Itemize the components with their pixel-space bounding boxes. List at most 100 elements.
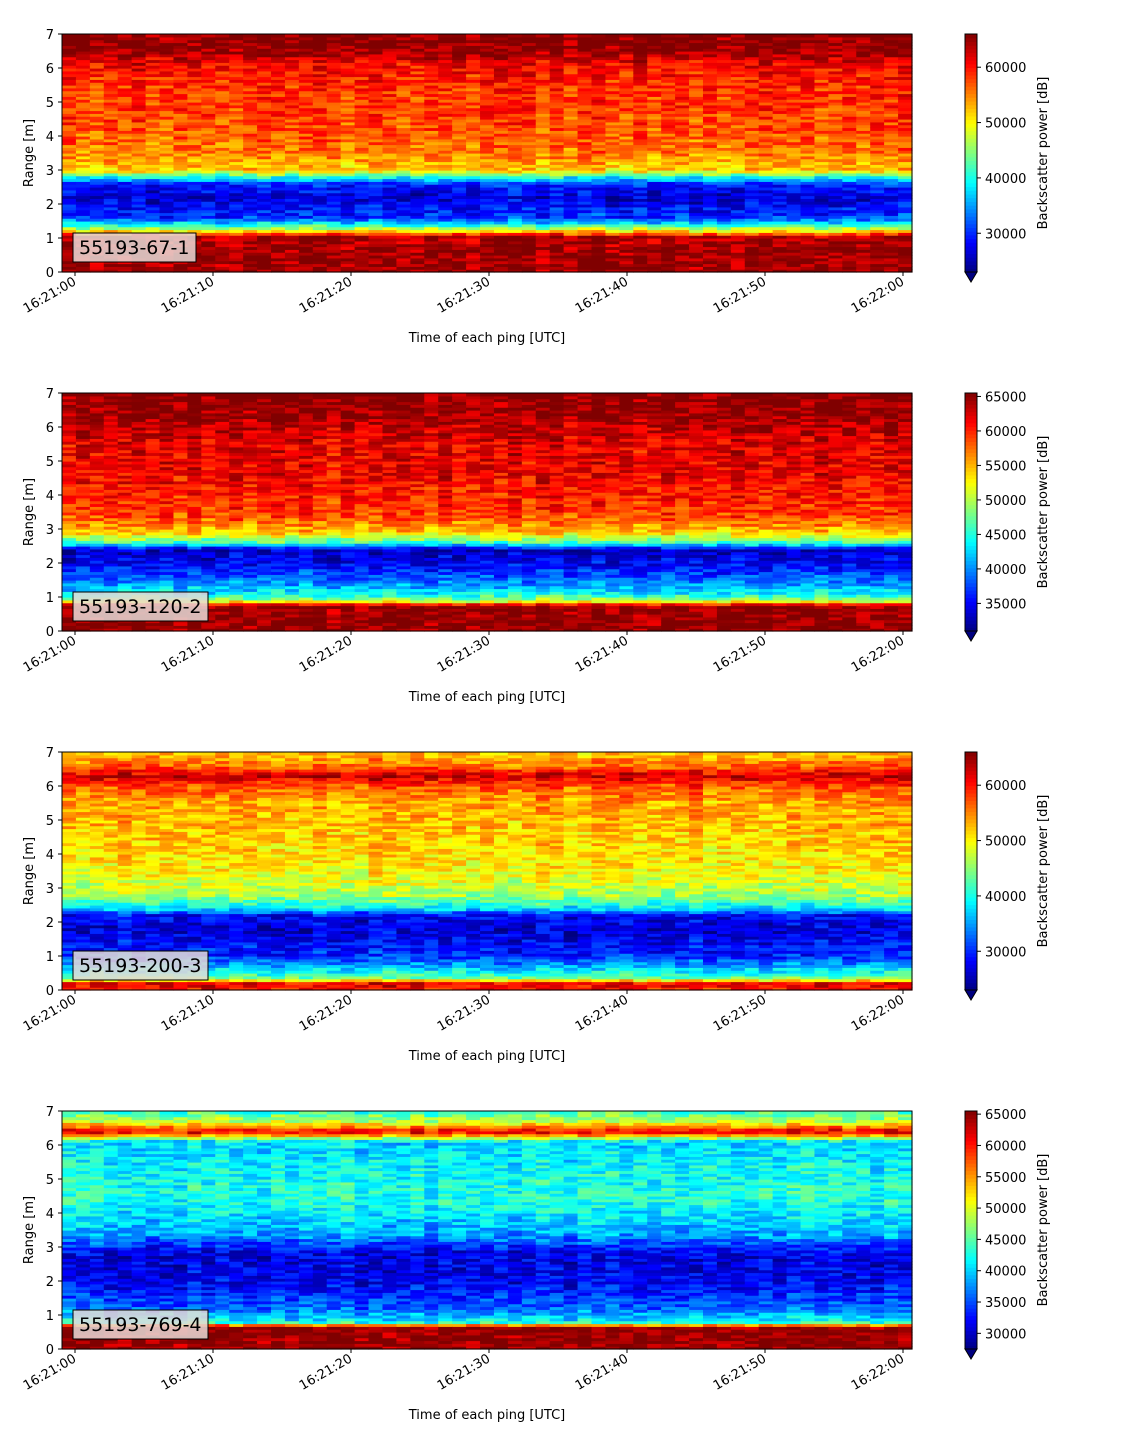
- echogram-cell: [521, 255, 537, 259]
- echogram-cell: [284, 136, 300, 140]
- echogram-cell: [800, 133, 816, 137]
- echogram-cell: [633, 51, 648, 55]
- echogram-cell: [549, 82, 565, 86]
- echogram-cell: [103, 124, 119, 129]
- echogram-cell: [103, 150, 119, 154]
- echogram-cell: [89, 150, 105, 154]
- echogram-cell: [661, 158, 676, 163]
- echogram-cell: [493, 195, 509, 199]
- echogram-cell: [145, 184, 161, 188]
- echogram-cell: [103, 96, 119, 100]
- echogram-cell: [577, 68, 593, 72]
- echogram-cell: [62, 249, 77, 253]
- echogram-cell: [744, 110, 760, 114]
- echogram-cell: [800, 85, 816, 89]
- echogram-cell: [702, 189, 718, 194]
- echogram-cell: [229, 102, 244, 106]
- echogram-cell: [424, 170, 439, 174]
- echogram-cell: [312, 150, 328, 154]
- echogram-cell: [271, 53, 286, 58]
- echogram-cell: [870, 82, 885, 86]
- echogram-cell: [103, 209, 119, 214]
- echogram-cell: [410, 96, 425, 100]
- echogram-cell: [730, 138, 746, 143]
- echogram-cell: [326, 263, 342, 267]
- echogram-cell: [201, 34, 216, 38]
- echogram-cell: [243, 201, 258, 205]
- echogram-cell: [215, 68, 230, 72]
- echogram-cell: [326, 246, 342, 250]
- echogram-cell: [507, 116, 523, 120]
- echogram-cell: [354, 172, 370, 177]
- echogram-cell: [396, 269, 411, 273]
- echogram-cell: [675, 90, 690, 95]
- echogram-cell: [814, 127, 829, 131]
- echogram-cell: [396, 110, 411, 114]
- echogram-cell: [535, 124, 551, 129]
- echogram-cell: [814, 221, 829, 225]
- echogram-cell: [62, 150, 77, 154]
- echogram-cell: [744, 133, 760, 137]
- echogram-cell: [75, 150, 91, 154]
- echogram-cell: [758, 141, 774, 146]
- echogram-cell: [647, 119, 662, 123]
- echogram-cell: [298, 252, 314, 256]
- echogram-cell: [368, 150, 384, 154]
- echogram-cell: [354, 68, 370, 72]
- echogram-cell: [326, 153, 342, 157]
- echogram-cell: [828, 172, 843, 177]
- echogram-cell: [647, 150, 662, 154]
- echogram-cell: [786, 53, 802, 58]
- echogram-cell: [284, 260, 300, 265]
- echogram-cell: [75, 90, 91, 95]
- echogram-cell: [563, 96, 579, 100]
- echogram-cell: [438, 62, 453, 66]
- echogram-cell: [173, 73, 189, 78]
- echogram-cell: [271, 62, 286, 66]
- echogram-cell: [271, 187, 286, 191]
- echogram-cell: [814, 113, 829, 117]
- echogram-cell: [243, 141, 258, 146]
- echogram-cell: [62, 73, 77, 78]
- echogram-cell: [159, 138, 175, 143]
- echogram-cell: [856, 130, 871, 134]
- echogram-cell: [298, 96, 314, 100]
- echogram-cell: [257, 73, 272, 78]
- echogram-cell: [633, 167, 648, 171]
- echogram-cell: [382, 232, 398, 236]
- echogram-cell: [410, 79, 425, 83]
- echogram-cell: [577, 42, 593, 46]
- echogram-cell: [424, 124, 439, 129]
- echogram-cell: [396, 116, 411, 120]
- echogram-cell: [131, 119, 147, 123]
- echogram-cell: [424, 79, 439, 83]
- echogram-cell: [480, 110, 495, 114]
- echogram-cell: [535, 155, 551, 160]
- echogram-cell: [410, 130, 425, 134]
- echogram-cell: [702, 45, 718, 49]
- echogram-cell: [173, 68, 189, 72]
- echogram-cell: [424, 226, 439, 231]
- echogram-cell: [173, 45, 189, 49]
- echogram-cell: [605, 130, 620, 134]
- echogram-cell: [159, 36, 175, 41]
- echogram-cell: [493, 201, 509, 205]
- echogram-cell: [229, 260, 244, 265]
- echogram-cell: [103, 204, 119, 208]
- echogram-cell: [438, 229, 453, 233]
- echogram-cell: [661, 167, 676, 171]
- echogram-cell: [577, 240, 593, 245]
- echogram-cell: [730, 155, 746, 160]
- echogram-cell: [326, 82, 342, 86]
- echogram-cell: [466, 232, 481, 236]
- echogram-cell: [229, 113, 244, 117]
- echogram-cell: [689, 218, 704, 222]
- echogram-cell: [521, 263, 537, 267]
- echogram-cell: [396, 238, 411, 242]
- echogram-cell: [466, 59, 481, 63]
- echogram-cell: [326, 187, 342, 191]
- echogram-cell: [410, 243, 425, 248]
- echogram-cell: [368, 45, 384, 49]
- echogram-cell: [89, 223, 105, 228]
- echogram-cell: [326, 138, 342, 143]
